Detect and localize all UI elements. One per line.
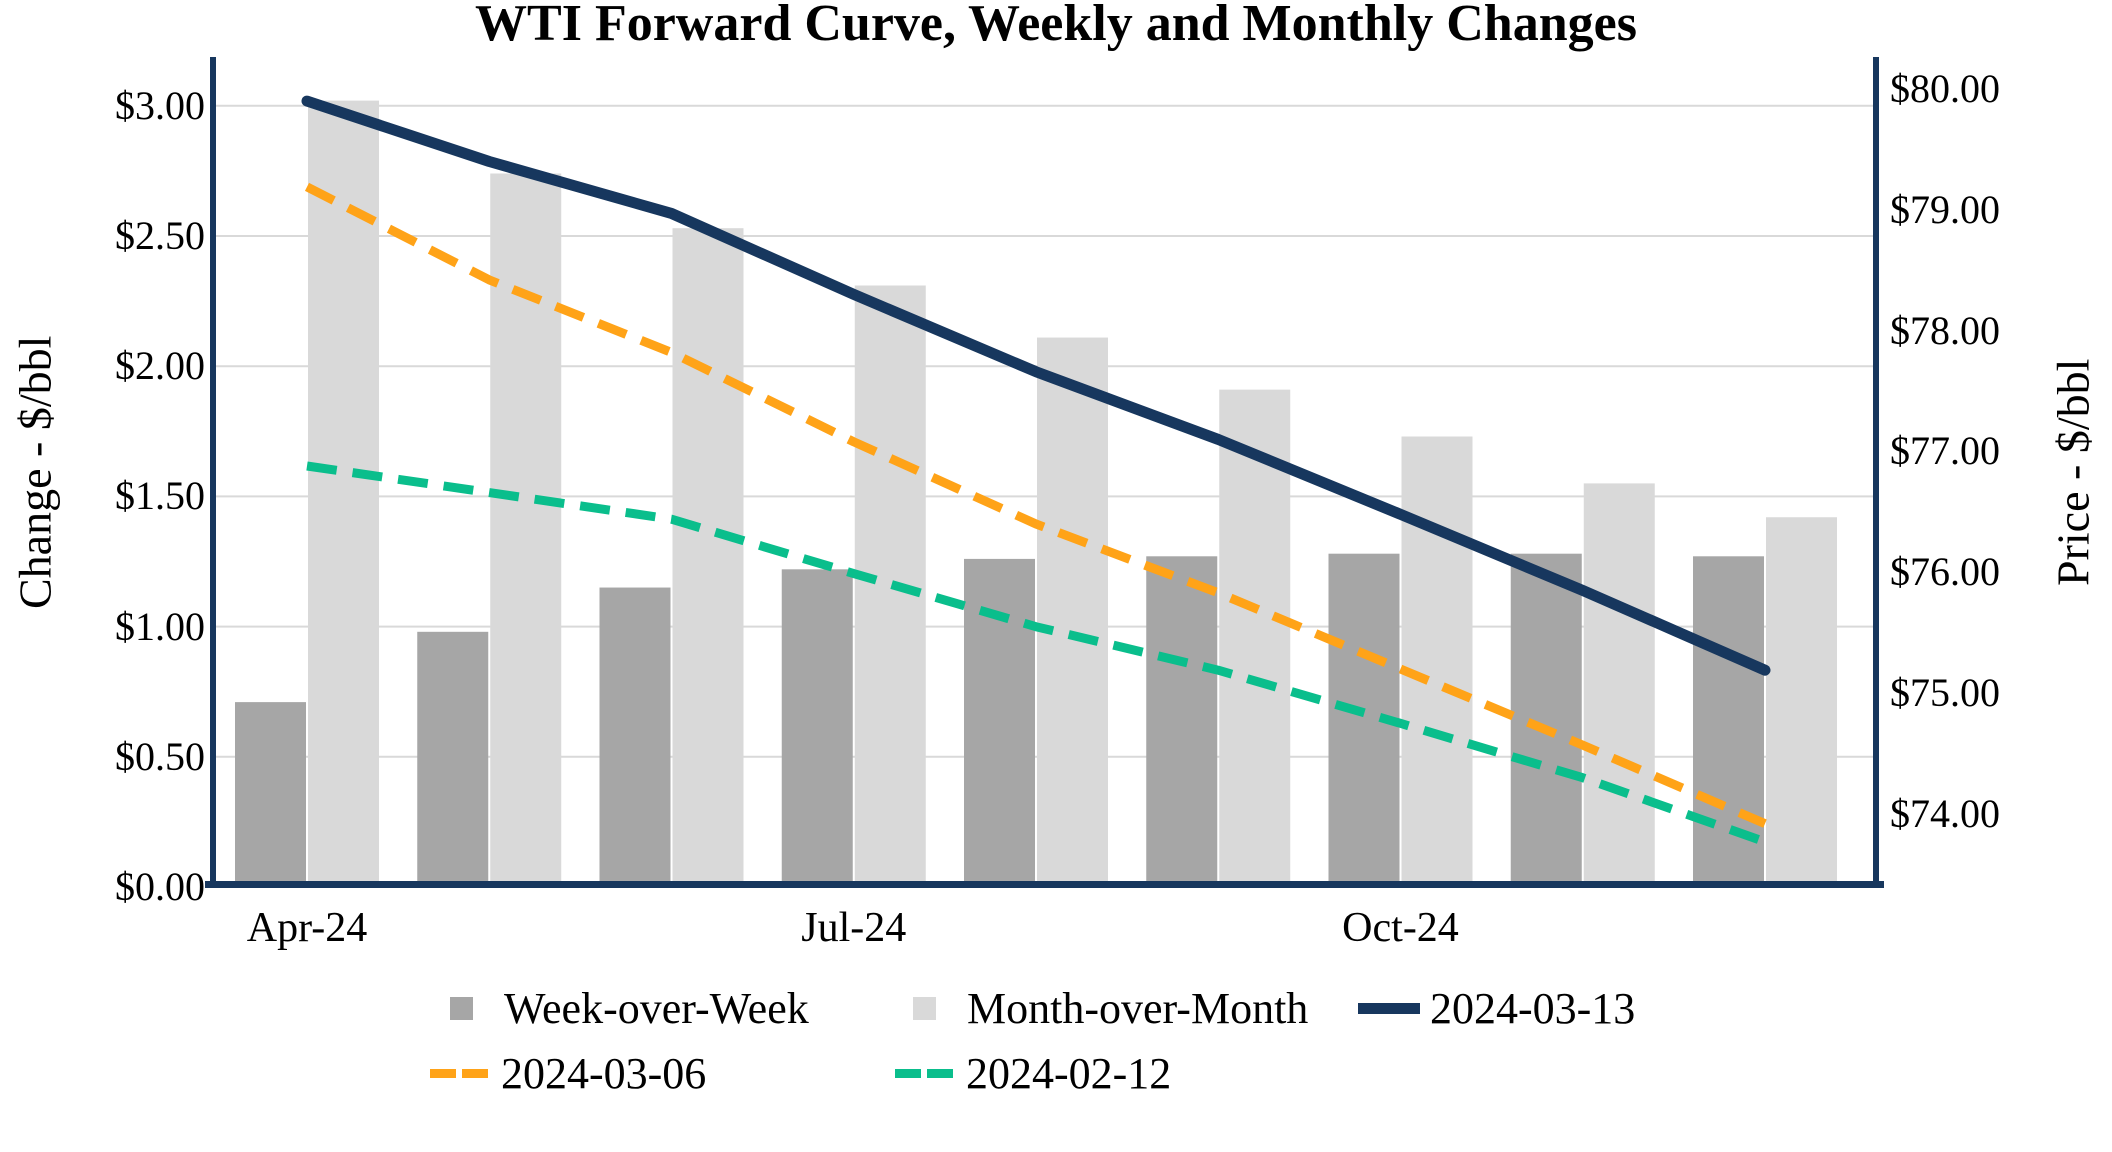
right-axis-tick: $76.00 xyxy=(1890,549,2000,595)
bar-month-over-month xyxy=(308,100,379,882)
right-axis-tick: $80.00 xyxy=(1890,66,2000,111)
left-axis-line xyxy=(210,57,216,888)
legend-dash xyxy=(462,1068,488,1078)
x-axis-tick: Jul-24 xyxy=(801,905,907,951)
bar-week-over-week xyxy=(1146,556,1218,881)
left-axis-tick: $1.00 xyxy=(115,603,205,649)
bar-week-over-week xyxy=(781,569,853,881)
legend-dash-marker xyxy=(430,1068,488,1078)
right-axis-tick: $78.00 xyxy=(1890,307,2000,353)
x-axis-tick: Apr-24 xyxy=(246,905,368,951)
bar-month-over-month xyxy=(1219,389,1291,881)
legend-dash xyxy=(895,1068,921,1078)
legend-line-marker xyxy=(1358,1002,1420,1014)
left-axis-tick: $1.50 xyxy=(115,473,205,519)
right-axis-tick: $77.00 xyxy=(1890,428,2000,474)
legend-label: 2024-03-06 xyxy=(501,1048,707,1098)
bar-week-over-week xyxy=(1510,553,1582,881)
legend-label: 2024-03-13 xyxy=(1430,983,1636,1033)
bar-month-over-month xyxy=(854,285,926,881)
left-axis-tick: $0.00 xyxy=(115,864,205,909)
left-axis-tick: $3.00 xyxy=(115,82,205,128)
bar-month-over-month xyxy=(1401,436,1473,881)
line-2024-03-06 xyxy=(304,182,1767,828)
legend-item-2024-03-13: 2024-03-13 xyxy=(1358,983,1636,1033)
bottom-axis-line xyxy=(205,881,1884,888)
line-2024-03-13 xyxy=(301,95,1771,676)
left-axis-tick: $0.50 xyxy=(115,733,205,779)
legend-label: 2024-02-12 xyxy=(966,1048,1172,1098)
legend-item-month-over-month: Month-over-Month xyxy=(913,983,1309,1033)
chart-title: WTI Forward Curve, Weekly and Monthly Ch… xyxy=(475,0,1637,52)
legend-label: Week-over-Week xyxy=(504,983,809,1033)
right-axis-tick: $75.00 xyxy=(1890,670,2000,716)
legend-item-2024-02-12: 2024-02-12 xyxy=(895,1048,1172,1098)
bar-month-over-month xyxy=(1037,337,1108,881)
legend-item-week-over-week: Week-over-Week xyxy=(450,983,809,1033)
bar-month-over-month xyxy=(1766,517,1837,881)
legend-square-marker xyxy=(913,996,936,1020)
bar-month-over-month xyxy=(1583,483,1655,881)
legend-dash xyxy=(927,1068,953,1078)
line-2024-02-12 xyxy=(306,461,1767,847)
bar-week-over-week xyxy=(599,587,671,881)
legend-item-2024-03-06: 2024-03-06 xyxy=(430,1048,707,1098)
bar-week-over-week xyxy=(235,702,306,881)
left-axis-tick: $2.50 xyxy=(115,213,205,258)
bar-week-over-week xyxy=(417,631,489,881)
left-axis-tick: $2.00 xyxy=(115,343,205,389)
x-axis-tick: Oct-24 xyxy=(1342,905,1459,951)
legend-dash-marker xyxy=(895,1068,953,1078)
bar-month-over-month xyxy=(672,228,744,882)
right-axis-line xyxy=(1873,57,1879,888)
legend-dash xyxy=(430,1068,456,1078)
bar-week-over-week xyxy=(964,558,1035,881)
legend-label: Month-over-Month xyxy=(967,983,1309,1033)
right-axis-tick: $74.00 xyxy=(1890,790,2000,836)
bar-month-over-month xyxy=(490,173,562,881)
legend-square-marker xyxy=(450,996,473,1020)
right-axis-tick: $79.00 xyxy=(1890,186,2000,232)
bar-week-over-week xyxy=(1693,556,1764,881)
